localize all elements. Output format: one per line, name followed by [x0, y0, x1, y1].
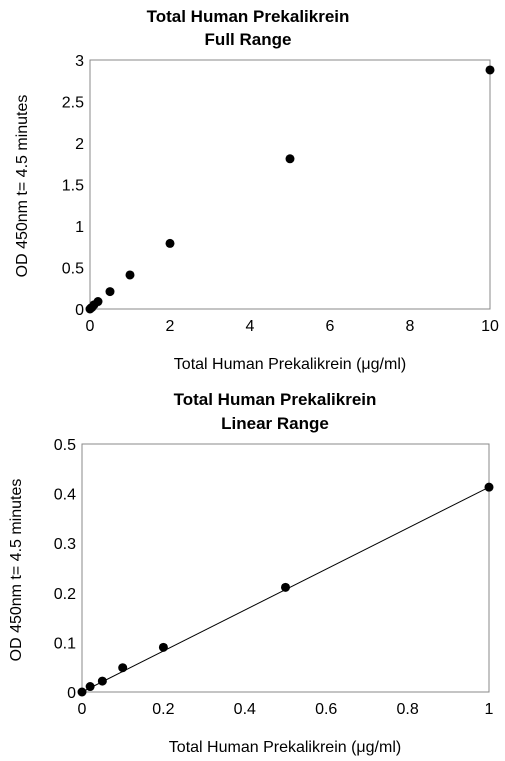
- x-axis-title: Total Human Prekalikrein (μg/ml): [174, 356, 406, 373]
- y-tick-label: 0.1: [54, 635, 76, 652]
- chart-title: Total Human Prekalikrein: [147, 7, 350, 26]
- data-point: [485, 65, 495, 75]
- y-axis-title: OD 450nm t= 4.5 minutes: [14, 95, 31, 278]
- x-tick-label: 4: [246, 318, 255, 335]
- x-tick-label: 0.2: [152, 701, 174, 718]
- y-tick-label: 0.3: [54, 536, 76, 553]
- chart-linear-range: Total Human Prekalikrein Linear Range 00…: [8, 390, 494, 756]
- y-tick-labels: 0 0.1 0.2 0.3 0.4 0.5: [54, 437, 76, 702]
- y-tick-label: 0.5: [54, 437, 76, 454]
- y-tick-label: 0: [67, 685, 76, 702]
- x-tick-label: 0.8: [396, 701, 418, 718]
- y-tick-label: 0: [75, 302, 84, 319]
- x-tick-label: 6: [326, 318, 335, 335]
- data-point: [484, 482, 494, 492]
- data-point: [93, 297, 103, 307]
- y-tick-label: 2.5: [62, 95, 84, 112]
- plot-area-frame: [89, 59, 491, 310]
- y-tick-labels: 0 0.5 1 1.5 2 2.5 3: [62, 53, 84, 319]
- x-tick-labels: 0 2 4 6 8 10: [86, 318, 499, 335]
- x-tick-label: 1: [485, 701, 494, 718]
- y-axis-title: OD 450nm t= 4.5 minutes: [8, 479, 25, 662]
- y-tick-label: 0.2: [54, 586, 76, 603]
- y-tick-label: 3: [75, 53, 84, 70]
- data-point: [105, 287, 115, 297]
- chart-title: Total Human Prekalikrein: [174, 390, 377, 409]
- plot-area-frame: [81, 443, 490, 693]
- y-tick-label: 2: [75, 136, 84, 153]
- x-axis-title: Total Human Prekalikrein (μg/ml): [169, 739, 401, 756]
- x-tick-label: 0.6: [315, 701, 337, 718]
- data-point: [118, 663, 128, 673]
- y-tick-label: 1: [75, 219, 84, 236]
- y-tick-label: 0.5: [62, 261, 84, 278]
- x-tick-label: 0.4: [234, 701, 256, 718]
- data-point: [158, 642, 168, 652]
- data-point: [165, 238, 175, 248]
- data-point: [77, 687, 87, 697]
- data-point: [97, 676, 107, 686]
- data-points: [85, 65, 495, 314]
- x-tick-label: 0: [86, 318, 95, 335]
- data-point: [125, 270, 135, 280]
- y-tick-label: 1.5: [62, 178, 84, 195]
- data-points: [77, 482, 494, 697]
- data-point: [85, 682, 95, 692]
- chart-subtitle: Linear Range: [221, 414, 329, 433]
- x-tick-label: 8: [406, 318, 415, 335]
- chart-subtitle: Full Range: [205, 30, 292, 49]
- data-point: [281, 582, 290, 592]
- data-point: [285, 154, 295, 164]
- chart-full-range: Total Human Prekalikrein Full Range 0 0.5…: [14, 7, 499, 373]
- x-tick-labels: 0 0.2 0.4 0.6 0.8 1: [78, 701, 494, 718]
- y-tick-label: 0.4: [54, 487, 76, 504]
- x-tick-label: 10: [481, 318, 499, 335]
- x-tick-label: 0: [78, 701, 87, 718]
- x-tick-label: 2: [166, 318, 175, 335]
